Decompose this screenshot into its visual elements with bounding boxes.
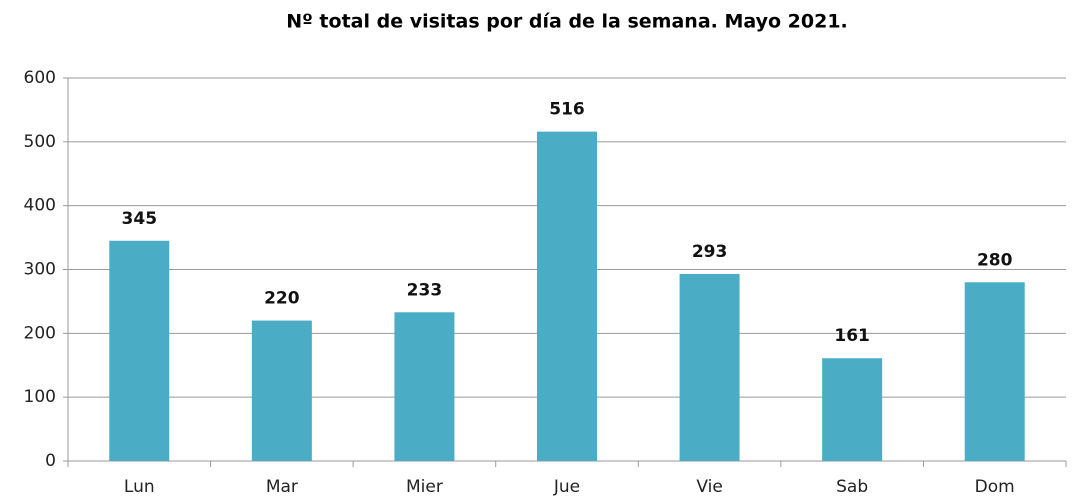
data-label: 293 — [692, 242, 728, 262]
bar — [394, 312, 455, 461]
data-label: 516 — [549, 100, 585, 120]
data-label: 345 — [122, 209, 158, 229]
x-tick-label: Lun — [124, 477, 155, 497]
y-tick-label: 600 — [24, 68, 56, 88]
x-tick-label: Mar — [266, 477, 298, 497]
x-tick-label: Mier — [406, 477, 443, 497]
y-tick-label: 200 — [24, 323, 56, 343]
bar — [964, 282, 1025, 461]
chart-title: Nº total de visitas por día de la semana… — [286, 11, 848, 33]
y-tick-label: 100 — [24, 387, 56, 407]
x-tick-label: Dom — [975, 477, 1015, 497]
data-label: 220 — [264, 289, 300, 309]
x-tick-label: Sab — [836, 477, 868, 497]
data-label: 233 — [407, 280, 443, 300]
bar — [109, 240, 170, 461]
x-tick-label: Jue — [553, 477, 580, 497]
y-tick-label: 300 — [24, 260, 56, 280]
y-tick-label: 0 — [45, 451, 56, 471]
data-label: 280 — [977, 250, 1013, 270]
bar — [537, 131, 597, 461]
y-tick-label: 400 — [24, 196, 56, 216]
bar — [822, 358, 883, 461]
data-label: 161 — [834, 326, 870, 346]
bar — [251, 320, 312, 461]
x-tick-label: Vie — [696, 477, 722, 497]
y-tick-label: 500 — [24, 132, 56, 152]
bar — [679, 273, 740, 461]
